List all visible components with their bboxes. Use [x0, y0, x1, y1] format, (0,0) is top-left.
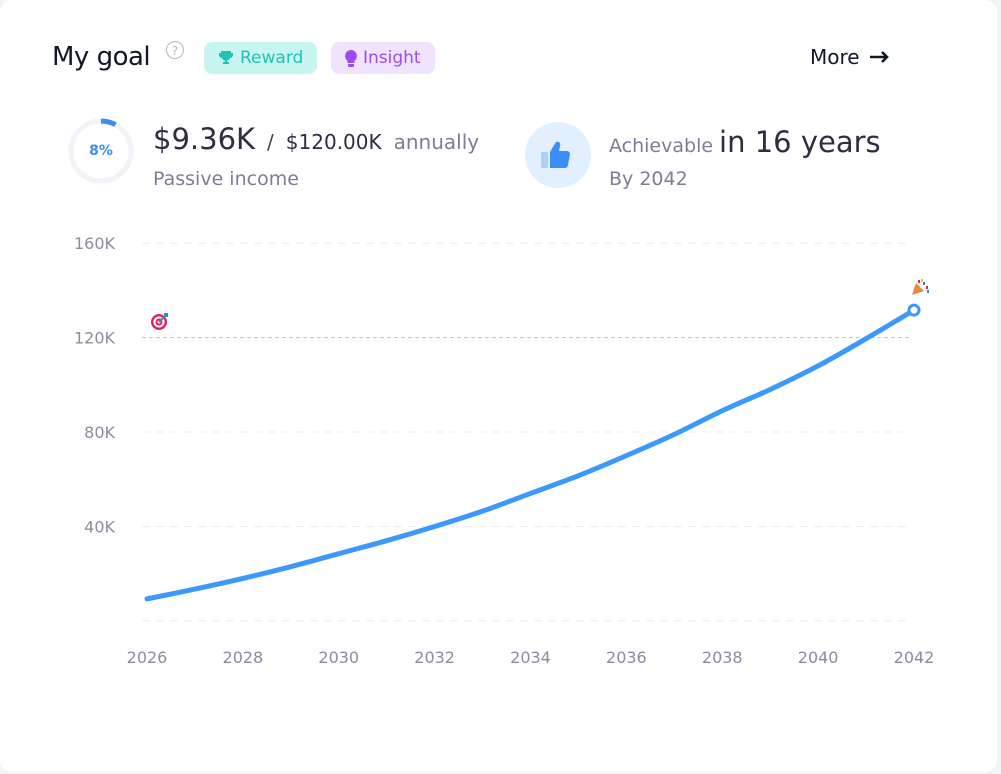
target-icon: [151, 313, 168, 330]
reward-label: Reward: [240, 48, 304, 68]
achievable-duration: in 16 years: [719, 125, 881, 159]
thumbs-up-icon: [525, 122, 591, 188]
separator: /: [267, 130, 274, 154]
party-popper-icon: [912, 279, 929, 295]
y-tick-label: 80K: [84, 423, 115, 442]
trophy-icon: [219, 51, 233, 64]
x-tick-label: 2042: [894, 648, 935, 667]
achievable-prefix: Achievable: [609, 135, 714, 157]
x-tick-label: 2028: [223, 648, 264, 667]
more-label: More: [810, 45, 860, 69]
x-tick-label: 2040: [798, 648, 839, 667]
x-tick-label: 2030: [318, 648, 359, 667]
current-income: $9.36K: [153, 122, 256, 156]
page-title: My goal: [52, 42, 151, 72]
income-line: [144, 307, 917, 602]
insight-badge[interactable]: Insight: [331, 42, 435, 74]
y-tick-label: 40K: [84, 518, 115, 537]
more-link[interactable]: More: [810, 45, 890, 69]
x-tick-label: 2026: [127, 648, 168, 667]
x-tick-label: 2038: [702, 648, 743, 667]
arrow-right-icon: [869, 51, 889, 63]
achievable-text: Achievable in 16 years: [609, 125, 881, 159]
x-tick-label: 2034: [510, 648, 551, 667]
y-tick-label: 160K: [74, 234, 116, 253]
insight-label: Insight: [363, 48, 421, 68]
reward-badge[interactable]: Reward: [204, 42, 318, 74]
help-icon[interactable]: ?: [166, 41, 184, 59]
income-caption: Passive income: [153, 168, 299, 190]
lightbulb-icon: [345, 49, 357, 67]
period: annually: [393, 130, 480, 154]
end-point-marker: [907, 303, 921, 317]
goal-income: $120.00K: [285, 130, 382, 154]
y-tick-label: 120K: [74, 329, 116, 348]
progress-ring: [68, 118, 134, 184]
x-tick-label: 2036: [606, 648, 647, 667]
income-amount: $9.36K / $120.00K annually: [153, 122, 479, 156]
achievable-by: By 2042: [609, 168, 688, 190]
progress-percent: 8%: [89, 143, 113, 159]
x-tick-label: 2032: [414, 648, 455, 667]
